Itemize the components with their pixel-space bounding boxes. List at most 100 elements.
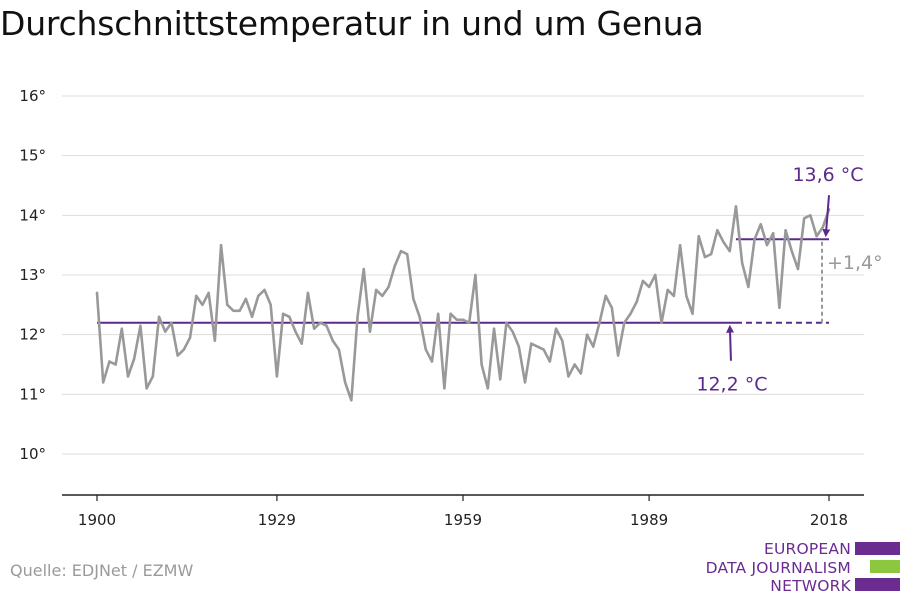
data-point [337,348,341,351]
data-point [294,330,297,333]
data-point [455,318,458,321]
data-point [647,285,651,289]
data-point [133,357,136,360]
data-point [641,279,645,283]
annotations: 12,2 °C 13,6 °C +1,4° [696,164,882,396]
data-point [350,399,353,402]
data-point [585,333,589,336]
data-point [207,291,210,295]
data-point [424,348,427,351]
data-point [387,285,390,289]
logo-bar-middle [870,560,900,573]
x-tick-label: 1900 [78,511,116,529]
data-point [232,309,235,312]
data-point [114,363,117,366]
data-point [436,312,440,315]
data-point [517,345,521,348]
data-point [536,345,539,348]
data-point [499,378,502,381]
data-point [691,312,694,315]
data-point [511,330,514,333]
data-point [709,252,713,256]
data-point [102,381,105,384]
data-point [722,240,725,244]
y-tick-label: 12° [19,326,46,344]
data-point [343,381,347,384]
data-point [480,363,483,366]
chart-title: Durchschnittstemperatur in und um Genua [0,4,704,43]
data-point [635,300,638,304]
temperature-line [95,205,831,402]
data-point [288,315,291,318]
data-point [331,339,334,342]
data-point [405,252,409,256]
data-point [740,261,744,265]
data-point [468,321,471,324]
x-tick-label: 1989 [630,511,668,529]
data-point [176,354,179,357]
data-point [213,339,217,342]
data-point [362,267,365,271]
data-point [554,327,558,330]
data-point [368,330,372,333]
data-point [399,249,403,253]
data-point [281,312,285,315]
data-point [449,312,452,315]
data-point [430,360,434,363]
baseline-arrow [726,324,735,361]
x-tick-label: 2018 [810,511,848,529]
logo-line-1: EUROPEAN [763,540,851,558]
difference-label: +1,4° [827,252,883,274]
data-point [672,294,676,298]
data-point [356,315,359,318]
data-point [542,348,545,351]
recent-label: 13,6 °C [792,164,863,186]
recent-arrow [822,195,831,238]
y-tick-label: 10° [19,445,46,463]
data-point [151,375,155,378]
data-point [188,336,192,339]
logo-line-2: DATA JOURNALISM [705,558,851,577]
edjnet-logo: EUROPEAN DATA JOURNALISM NETWORK [700,540,900,596]
source-note: Quelle: EDJNet / EZMW [10,561,194,580]
data-point [697,235,700,238]
data-point [815,235,818,238]
data-point [592,345,595,348]
data-point [461,318,465,321]
data-point [809,214,812,217]
data-point [250,315,254,318]
data-point [182,348,186,351]
data-point [604,294,607,298]
data-point [703,255,707,259]
data-point [306,291,310,295]
data-point [201,303,204,307]
data-point [170,321,173,324]
data-point [610,306,614,310]
data-point [244,297,248,301]
y-tick-label: 16° [19,87,46,105]
data-point [796,267,800,271]
data-point [164,330,167,333]
data-point [486,387,490,390]
data-point [257,294,260,298]
data-point [505,321,508,324]
data-point [561,339,564,342]
series [95,205,831,402]
data-point [666,288,669,292]
data-point [579,372,583,375]
data-point [685,294,688,298]
data-point [418,315,421,318]
data-point [492,327,496,330]
data-point [778,306,781,310]
x-axis: 1900 1929 1959 1989 2018 [62,494,864,529]
data-point [567,375,570,378]
data-point [139,324,142,327]
data-point [623,321,626,324]
baseline-label: 12,2 °C [696,374,767,396]
data-point [238,309,241,312]
data-point [530,342,533,345]
data-point [474,273,477,277]
data-point [226,303,229,307]
data-point [728,249,731,253]
